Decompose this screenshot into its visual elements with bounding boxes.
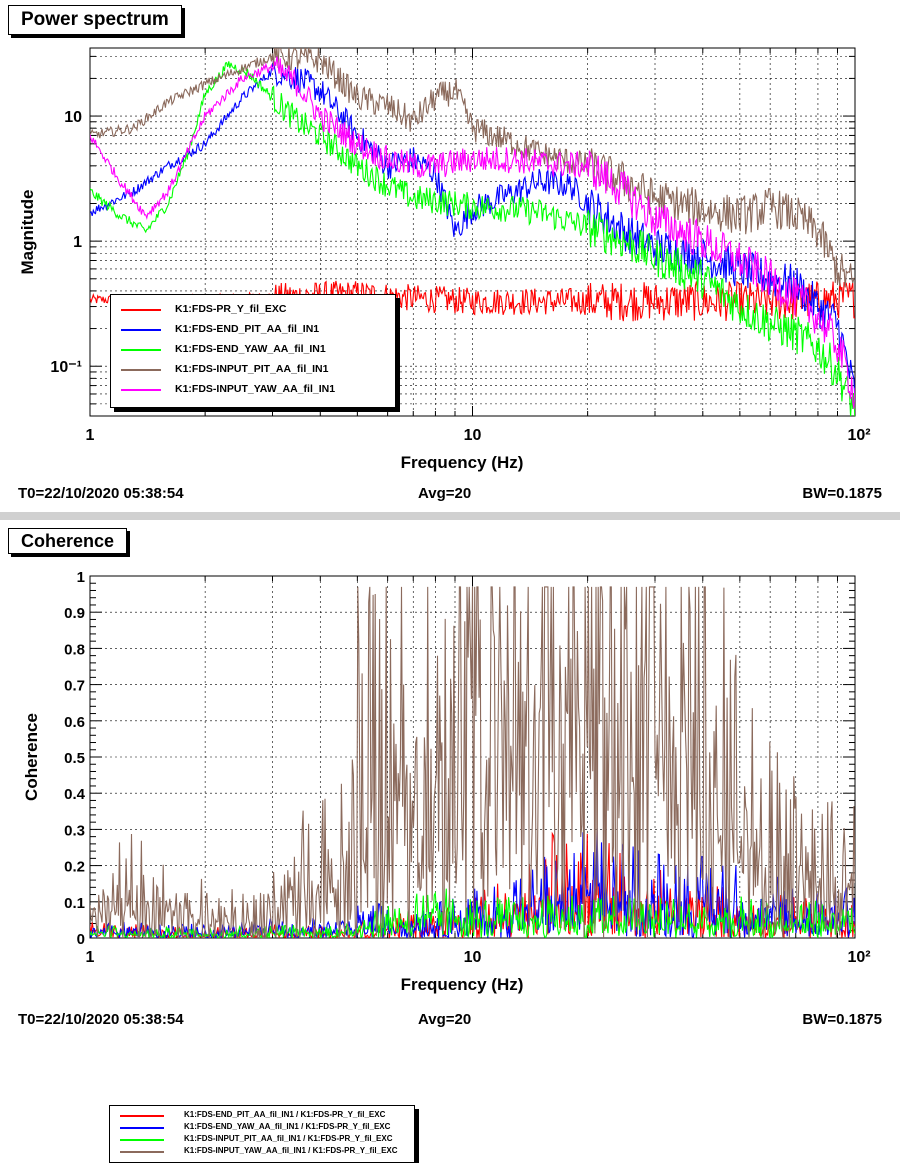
series-line xyxy=(90,48,855,288)
x-tick-label: 10² xyxy=(847,949,870,966)
legend-swatch xyxy=(121,329,161,331)
y-tick-label: 0.8 xyxy=(64,641,85,658)
x-axis-label: Frequency (Hz) xyxy=(401,453,524,472)
series-line xyxy=(90,56,855,409)
avg-label: Avg=20 xyxy=(418,485,472,502)
power-spectrum-panel: 1 10 10² 10⁻¹ 1 10 Frequency (Hz) Magnitude P… xyxy=(0,0,900,512)
bw-label: BW=0.1875 xyxy=(802,1011,882,1028)
bw-label: BW=0.1875 xyxy=(802,485,882,502)
x-tick-label: 1 xyxy=(86,949,95,966)
axis-ticks xyxy=(89,48,856,417)
legend-swatch xyxy=(120,1151,164,1153)
y-tick-label: 0.4 xyxy=(64,786,86,803)
legend-swatch xyxy=(120,1115,164,1117)
legend-label: K1:FDS-END_PIT_AA_fil_IN1 xyxy=(175,323,320,335)
grid xyxy=(90,576,855,938)
chart-title: Coherence xyxy=(8,528,128,554)
x-tick-label: 1 xyxy=(86,427,95,444)
power-spectrum-plot: 1 10 10² 10⁻¹ 1 10 Frequency (Hz) Magnitude xyxy=(18,47,871,472)
series-group xyxy=(90,48,855,416)
legend-label: K1:FDS-INPUT_PIT_AA_fil_IN1 xyxy=(175,363,329,375)
legend-label: K1:FDS-END_PIT_AA_fil_IN1 / K1:FDS-PR_Y_… xyxy=(184,1110,386,1119)
legend: K1:FDS-PR_Y_fil_EXC K1:FDS-END_PIT_AA_fi… xyxy=(110,294,396,408)
x-tick-label: 10 xyxy=(464,949,482,966)
chart-title: Power spectrum xyxy=(8,5,182,35)
y-tick-label: 1 xyxy=(77,569,85,586)
y-tick-label: 10⁻¹ xyxy=(50,359,82,376)
legend-swatch xyxy=(121,309,161,311)
tick-labels: 1 10 10² 0 0.1 0.2 0.3 0.4 0.5 0.6 0.7 0.8 0.9 1 xyxy=(64,569,870,966)
series-group xyxy=(90,586,855,938)
legend-label: K1:FDS-INPUT_PIT_AA_fil_IN1 / K1:FDS-PR_… xyxy=(184,1134,393,1143)
avg-label: Avg=20 xyxy=(418,1011,472,1028)
tick-labels: 1 10 10² 10⁻¹ 1 10 xyxy=(50,109,870,444)
legend-label: K1:FDS-INPUT_YAW_AA_fil_IN1 xyxy=(175,383,336,395)
y-tick-label: 0.9 xyxy=(64,605,85,622)
y-tick-label: 1 xyxy=(73,234,82,251)
legend-swatch xyxy=(121,389,161,391)
t0-label: T0=22/10/2020 05:38:54 xyxy=(18,1011,184,1028)
status-footer: T0=22/10/2020 05:38:54 Avg=20 BW=0.1875 xyxy=(0,485,900,507)
y-tick-label: 0.5 xyxy=(64,750,85,767)
legend-label: K1:FDS-END_YAW_AA_fil_IN1 xyxy=(175,343,326,355)
legend-label: K1:FDS-END_YAW_AA_fil_IN1 / K1:FDS-PR_Y_… xyxy=(184,1122,391,1131)
series-line xyxy=(90,888,855,938)
legend: K1:FDS-END_PIT_AA_fil_IN1 / K1:FDS-PR_Y_… xyxy=(109,1105,415,1163)
t0-label: T0=22/10/2020 05:38:54 xyxy=(18,485,184,502)
y-axis-label: Coherence xyxy=(22,713,41,801)
x-axis-label: Frequency (Hz) xyxy=(401,975,524,994)
coherence-plot: 1 10 10² 0 0.1 0.2 0.3 0.4 0.5 0.6 0.7 0.8 0.9 1 Freq… xyxy=(22,569,871,994)
x-tick-label: 10 xyxy=(464,427,482,444)
y-tick-label: 10 xyxy=(64,109,82,126)
panel-separator xyxy=(0,512,900,520)
y-tick-label: 0 xyxy=(77,931,85,948)
legend-swatch xyxy=(120,1139,164,1141)
y-tick-label: 0.6 xyxy=(64,714,85,731)
coherence-panel: 1 10 10² 0 0.1 0.2 0.3 0.4 0.5 0.6 0.7 0.8 0.9 1 Freq… xyxy=(0,520,900,1163)
legend-swatch xyxy=(121,349,161,351)
y-axis-label: Magnitude xyxy=(18,190,37,275)
y-tick-label: 0.7 xyxy=(64,678,85,695)
legend-swatch xyxy=(120,1127,164,1129)
legend-swatch xyxy=(121,369,161,371)
x-tick-label: 10² xyxy=(847,427,870,444)
y-tick-label: 0.2 xyxy=(64,859,85,876)
status-footer: T0=22/10/2020 05:38:54 Avg=20 BW=0.1875 xyxy=(0,1011,900,1033)
series-line xyxy=(90,586,855,938)
legend-label: K1:FDS-INPUT_YAW_AA_fil_IN1 / K1:FDS-PR_… xyxy=(184,1146,398,1155)
y-tick-label: 0.3 xyxy=(64,822,85,839)
y-tick-label: 0.1 xyxy=(64,895,85,912)
legend-label: K1:FDS-PR_Y_fil_EXC xyxy=(175,303,287,315)
